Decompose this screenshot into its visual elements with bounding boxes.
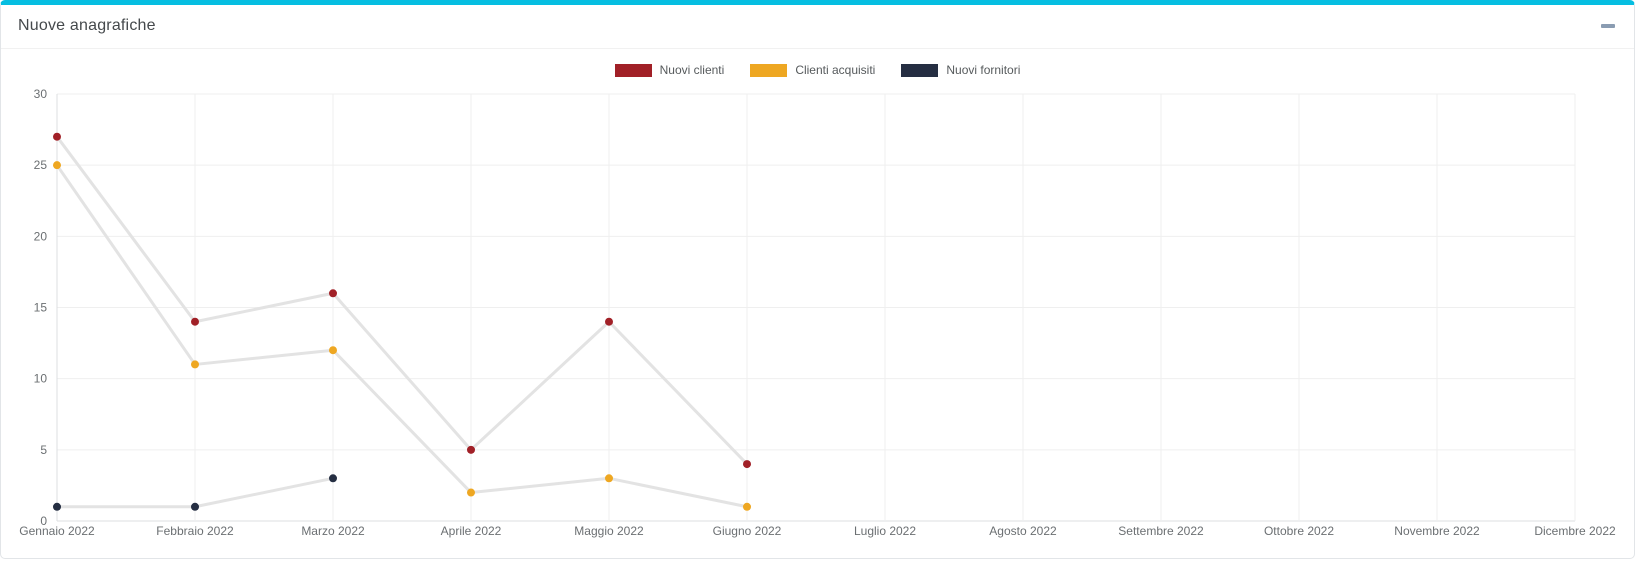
- line-chart: 0 5 10 15 20 25 30 Gennaio 2022 Febbraio 2022 Mar…: [19, 87, 1616, 538]
- legend-label: Clienti acquisiti: [795, 63, 876, 77]
- x-tick-label: Ottobre 2022: [1264, 524, 1334, 538]
- x-tick-label: Luglio 2022: [854, 524, 916, 538]
- legend-item-2[interactable]: Clienti acquisiti: [750, 63, 875, 77]
- x-tick-label: Aprile 2022: [441, 524, 502, 538]
- data-point: [329, 289, 337, 298]
- x-tick-label: Giugno 2022: [713, 524, 782, 538]
- y-tick-label: 20: [34, 229, 48, 243]
- x-tick-label: Marzo 2022: [301, 524, 365, 538]
- data-point: [53, 132, 61, 141]
- y-tick-label: 5: [40, 443, 47, 457]
- x-tick-label: Dicembre 2022: [1534, 524, 1616, 538]
- card-body: Nuovi clienti Clienti acquisiti Nuovi forn…: [1, 49, 1634, 552]
- legend-label: Nuovi clienti: [659, 63, 725, 77]
- series-line: [55, 135, 749, 466]
- data-point: [743, 460, 751, 469]
- data-point: [467, 488, 475, 497]
- data-point: [743, 502, 751, 511]
- x-tick-label: Febbraio 2022: [156, 524, 234, 538]
- x-tick-label: Gennaio 2022: [19, 524, 95, 538]
- data-point: [53, 502, 61, 511]
- legend-item-1[interactable]: Nuovi clienti: [614, 63, 725, 77]
- y-tick-label: 10: [34, 372, 48, 386]
- data-point: [467, 445, 475, 454]
- data-point: [53, 161, 61, 170]
- x-tick-label: Maggio 2022: [574, 524, 644, 538]
- data-point: [329, 474, 337, 483]
- chart-legend: Nuovi clienti Clienti acquisiti Nuovi forn…: [11, 60, 1624, 80]
- series-line: [55, 163, 749, 509]
- data-point: [605, 317, 613, 326]
- legend-item-3[interactable]: Nuovi fornitori: [901, 63, 1020, 77]
- data-point: [191, 317, 199, 326]
- x-tick-label: Agosto 2022: [989, 524, 1057, 538]
- data-point: [329, 346, 337, 355]
- x-tick-label: Novembre 2022: [1394, 524, 1480, 538]
- legend-swatch: [901, 63, 939, 77]
- data-point: [191, 502, 199, 511]
- y-tick-label: 15: [34, 301, 48, 315]
- legend-swatch: [614, 63, 652, 77]
- card-header: Nuove anagrafiche: [1, 5, 1634, 49]
- minus-icon: [1601, 24, 1615, 28]
- data-point: [605, 474, 613, 483]
- y-tick-label: 30: [34, 87, 48, 101]
- card-title: Nuove anagrafiche: [18, 17, 156, 34]
- collapse-button[interactable]: [1599, 20, 1617, 32]
- y-tick-label: 0: [40, 514, 47, 528]
- data-point: [191, 360, 199, 369]
- legend-label: Nuovi fornitori: [946, 63, 1021, 77]
- y-tick-label: 25: [34, 158, 48, 172]
- x-tick-label: Settembre 2022: [1118, 524, 1204, 538]
- legend-swatch: [750, 63, 788, 77]
